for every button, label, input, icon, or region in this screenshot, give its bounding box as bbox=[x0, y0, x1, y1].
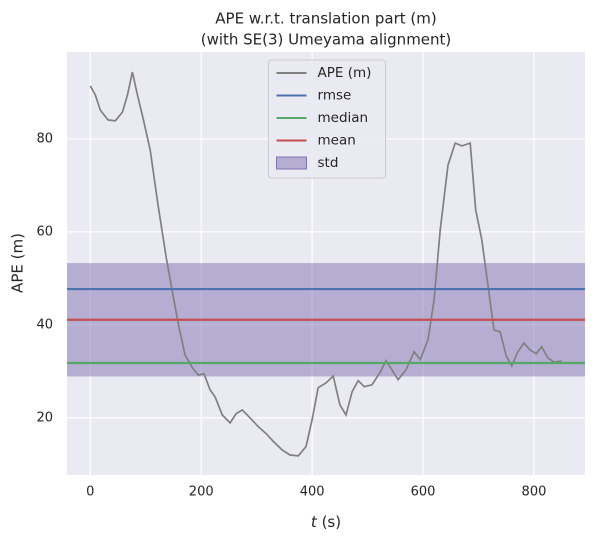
chart-subtitle: (with SE(3) Umeyama alignment) bbox=[201, 31, 452, 49]
x-axis-label: t (s) bbox=[311, 513, 341, 531]
x-tick-label: 200 bbox=[189, 485, 214, 500]
legend-label: median bbox=[318, 110, 369, 126]
legend-label: mean bbox=[318, 133, 356, 149]
legend-label: rmse bbox=[318, 88, 352, 104]
x-tick-label: 600 bbox=[411, 485, 436, 500]
y-tick-label: 80 bbox=[36, 131, 53, 146]
y-tick-label: 40 bbox=[36, 317, 53, 332]
legend-label: std bbox=[318, 155, 339, 171]
y-tick-label: 20 bbox=[36, 410, 53, 425]
x-axis-symbol: t bbox=[311, 513, 318, 531]
x-axis-unit: (s) bbox=[322, 513, 342, 531]
legend-label: APE (m) bbox=[318, 65, 372, 81]
x-tick-label: 400 bbox=[300, 485, 325, 500]
legend-box bbox=[268, 59, 386, 179]
x-tick-label: 800 bbox=[522, 485, 547, 500]
ape-line bbox=[89, 71, 562, 457]
y-tick-label: 60 bbox=[36, 224, 53, 239]
x-tick-label: 0 bbox=[86, 485, 94, 500]
chart-title: APE w.r.t. translation part (m) bbox=[215, 10, 436, 28]
legend-swatch bbox=[276, 156, 307, 170]
y-axis-label: APE (m) bbox=[9, 233, 27, 293]
